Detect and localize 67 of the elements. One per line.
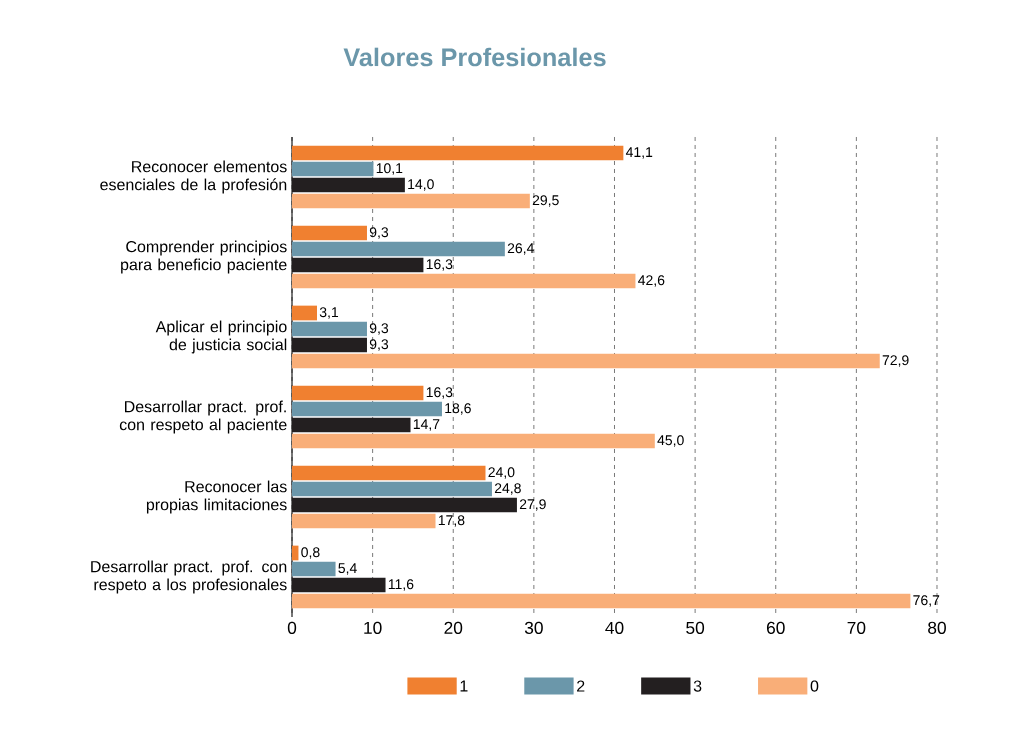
bar — [292, 401, 442, 417]
data-label: 5,4 — [338, 563, 357, 575]
data-label: 17,8 — [438, 515, 465, 527]
data-label: 11,6 — [388, 579, 414, 591]
x-tick-label: 50 — [686, 621, 705, 634]
legend-label: 3 — [693, 680, 702, 692]
y-tick-label: Desarrollar pract. prof. con respeto al paciente — [119, 400, 287, 434]
data-label: 9,3 — [369, 339, 389, 351]
data-label: 9,3 — [369, 323, 389, 335]
x-tick-label: 40 — [605, 621, 624, 634]
data-label: 14,7 — [413, 419, 440, 431]
bar — [292, 145, 624, 161]
bar — [292, 193, 530, 209]
x-tick-label: 70 — [847, 621, 866, 634]
x-tick-label: 10 — [364, 621, 382, 634]
y-tick-label: Comprender principios para beneficio paciente — [121, 240, 287, 274]
bar — [292, 561, 336, 577]
data-label: 3,1 — [319, 307, 339, 319]
data-label: 18,6 — [445, 403, 471, 415]
bar — [292, 161, 374, 177]
data-label: 27,9 — [519, 499, 546, 511]
data-label: 10,1 — [376, 163, 403, 175]
data-label: 26,4 — [507, 243, 534, 255]
x-tick-label: 60 — [766, 621, 785, 634]
data-label: 24,0 — [488, 467, 515, 479]
x-tick-label: 0 — [287, 621, 297, 634]
bar — [292, 257, 424, 273]
data-label: 72,9 — [882, 355, 909, 367]
data-label: 14,0 — [408, 179, 434, 191]
bar — [292, 321, 367, 337]
legend-label: 2 — [577, 680, 585, 692]
chart-title: Valores Profesionales — [343, 47, 606, 67]
data-label: 41,1 — [625, 147, 653, 159]
bar — [292, 513, 436, 529]
data-label: 16,3 — [426, 259, 453, 271]
data-label: 29,5 — [532, 195, 559, 207]
bar — [292, 577, 386, 593]
bar — [292, 225, 367, 241]
data-label: 45,0 — [657, 435, 684, 447]
legend-label: 1 — [460, 680, 468, 692]
y-tick-label: Aplicar el principio de justicia social — [155, 320, 287, 354]
data-label: 9,3 — [369, 227, 389, 239]
bar — [292, 497, 517, 513]
data-label: 24,8 — [494, 483, 521, 495]
y-tick-label: Reconocer elementos esenciales de la profesión — [100, 160, 287, 194]
bar — [292, 337, 367, 353]
x-tick-label: 20 — [444, 621, 463, 634]
bar — [292, 177, 405, 193]
bar — [292, 433, 655, 449]
y-tick-label: Reconocer las propias limitaciones — [146, 480, 287, 514]
bar — [292, 353, 880, 369]
bar — [292, 305, 317, 321]
bar — [292, 481, 492, 497]
x-tick-label: 30 — [524, 621, 543, 634]
bar — [292, 385, 424, 401]
data-label: 42,6 — [638, 275, 665, 287]
bar — [292, 241, 505, 257]
bar — [292, 417, 411, 433]
data-label: 16,3 — [426, 387, 453, 399]
data-label: 0,8 — [301, 547, 320, 559]
bar — [292, 593, 911, 609]
y-tick-label: Desarrollar pract. prof. con respeto a los profesionales — [91, 560, 287, 594]
x-tick-label: 80 — [928, 621, 946, 634]
legend-label: 0 — [810, 680, 819, 692]
bar — [292, 273, 636, 289]
data-label: 76,7 — [913, 595, 940, 607]
bar — [292, 465, 486, 481]
